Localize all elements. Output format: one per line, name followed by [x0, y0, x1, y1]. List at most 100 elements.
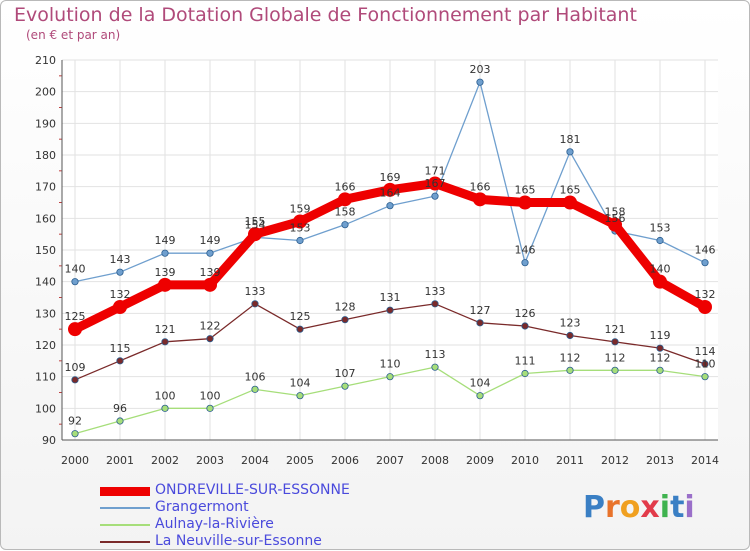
x-tick-label: 2007	[376, 454, 404, 467]
logo-letter: i	[659, 490, 671, 525]
data-point	[71, 430, 79, 438]
data-label: 125	[65, 310, 86, 323]
series-1	[71, 78, 709, 286]
series-2	[71, 363, 709, 438]
data-label: 121	[605, 323, 626, 336]
data-point	[473, 192, 487, 207]
data-label: 111	[515, 355, 536, 368]
data-label: 133	[425, 285, 446, 298]
logo-letter: i	[684, 490, 695, 525]
data-label: 119	[650, 329, 671, 342]
series-0	[68, 176, 712, 337]
data-label: 153	[650, 222, 671, 235]
data-point	[611, 338, 619, 346]
legend-label: La Neuville-sur-Essonne	[155, 533, 322, 549]
data-point	[206, 335, 214, 343]
data-point	[251, 300, 259, 308]
data-point	[161, 404, 169, 412]
data-point	[518, 195, 532, 210]
legend-swatch	[100, 524, 150, 526]
legend-swatch	[100, 486, 150, 496]
x-tick-label: 2012	[601, 454, 629, 467]
legend-swatch	[100, 541, 150, 543]
data-point	[431, 192, 439, 200]
chart-title: Evolution de la Dotation Globale de Fonc…	[14, 4, 637, 26]
data-point	[71, 376, 79, 384]
data-label: 131	[380, 291, 401, 304]
data-point	[521, 322, 529, 330]
data-point	[116, 417, 124, 425]
data-label: 112	[560, 351, 581, 364]
x-tick-label: 2003	[196, 454, 224, 467]
chart-subtitle: (en € et par an)	[26, 28, 121, 42]
data-label: 132	[695, 288, 716, 301]
x-tick-label: 2010	[511, 454, 539, 467]
data-point	[476, 392, 484, 400]
x-tick-label: 2000	[61, 454, 89, 467]
data-label: 159	[290, 203, 311, 216]
data-label: 140	[650, 263, 671, 276]
x-tick-label: 2008	[421, 454, 449, 467]
data-label: 109	[65, 361, 86, 374]
data-point	[341, 316, 349, 324]
data-point	[428, 176, 442, 191]
data-point	[68, 322, 82, 337]
data-label: 104	[470, 377, 491, 390]
y-tick-label: 200	[35, 86, 56, 99]
data-point	[476, 319, 484, 327]
data-point	[566, 148, 574, 156]
data-label: 181	[560, 133, 581, 146]
data-label: 112	[650, 351, 671, 364]
data-point	[431, 300, 439, 308]
x-tick-label: 2013	[646, 454, 674, 467]
data-label: 167	[425, 177, 446, 190]
data-point	[656, 344, 664, 352]
data-point	[296, 325, 304, 333]
data-point	[116, 357, 124, 365]
data-label: 156	[605, 212, 626, 225]
logo-letter: P	[583, 490, 605, 525]
data-label: 139	[200, 266, 221, 279]
logo-letter: r	[605, 490, 620, 525]
data-point	[521, 369, 529, 378]
series-3	[71, 300, 709, 384]
data-label: 132	[110, 288, 131, 301]
data-point	[251, 385, 259, 393]
y-tick-label: 120	[35, 339, 56, 352]
data-label: 171	[425, 165, 446, 178]
data-point	[521, 259, 529, 267]
data-label: 133	[245, 285, 266, 298]
data-label: 158	[605, 206, 626, 219]
data-point	[161, 338, 169, 346]
data-point	[386, 306, 394, 314]
data-point	[296, 236, 304, 245]
data-label: 100	[200, 389, 221, 402]
data-point	[71, 278, 79, 286]
data-point	[341, 221, 349, 229]
data-point	[611, 366, 619, 374]
data-point	[161, 249, 169, 257]
x-tick-label: 2009	[466, 454, 494, 467]
data-label: 165	[560, 184, 581, 197]
data-label: 153	[290, 222, 311, 235]
data-label: 149	[200, 234, 221, 247]
data-point	[701, 360, 709, 368]
data-point	[563, 195, 577, 210]
logo-letter: t	[670, 490, 685, 525]
data-point	[698, 300, 712, 314]
y-tick-label: 190	[35, 117, 56, 130]
y-tick-label: 90	[42, 434, 56, 447]
data-label: 104	[290, 377, 311, 390]
data-point	[206, 404, 214, 412]
legend-label: Grangermont	[155, 499, 249, 515]
y-tick-label: 100	[35, 402, 56, 415]
legend-label: ONDREVILLE-SUR-ESSONNE	[155, 482, 350, 498]
data-point	[338, 192, 352, 207]
data-label: 154	[245, 218, 266, 231]
data-point	[158, 277, 172, 292]
data-point	[386, 373, 394, 381]
proxiti-logo: Proxiti	[583, 490, 695, 525]
data-label: 143	[110, 253, 131, 266]
data-label: 106	[245, 370, 266, 383]
data-label: 158	[335, 206, 356, 219]
